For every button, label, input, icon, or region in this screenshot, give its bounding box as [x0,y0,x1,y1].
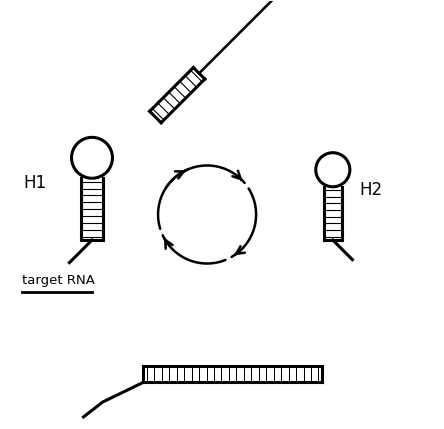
Text: target RNA: target RNA [22,274,95,287]
Text: H1: H1 [24,174,47,191]
Text: H2: H2 [359,181,382,199]
